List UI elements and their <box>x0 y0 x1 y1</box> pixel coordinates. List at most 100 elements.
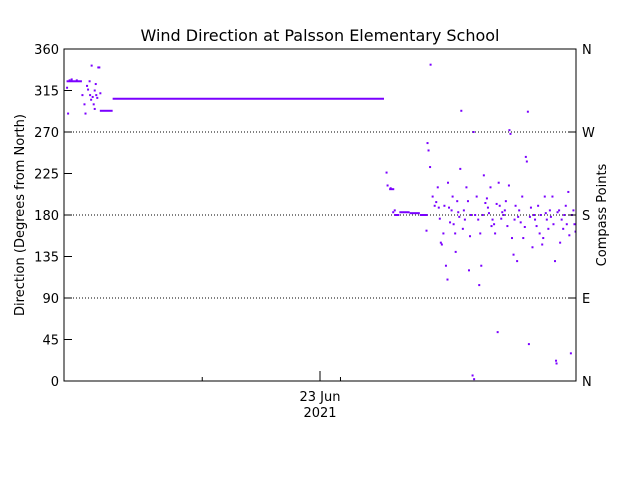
data-point <box>442 232 445 235</box>
data-point <box>535 225 538 228</box>
data-point <box>572 209 575 212</box>
data-point <box>506 225 509 228</box>
data-point <box>537 204 540 207</box>
data-point <box>447 181 449 184</box>
data-point <box>493 223 496 226</box>
data-point <box>84 112 87 115</box>
data-point <box>450 209 453 212</box>
data-point <box>504 200 507 203</box>
data-point <box>81 94 84 97</box>
data-point <box>479 232 482 235</box>
data-point <box>523 225 526 228</box>
data-point <box>431 195 434 198</box>
y-tick-label: 360 <box>34 43 59 58</box>
data-point <box>568 234 571 237</box>
compass-tick-label: E <box>582 292 590 307</box>
data-point <box>531 246 534 249</box>
y-tick-label: 180 <box>34 209 59 224</box>
data-point <box>449 221 452 224</box>
data-point <box>443 204 446 207</box>
data-point <box>472 131 475 133</box>
data-point <box>555 359 558 362</box>
data-point <box>440 243 443 246</box>
data-point <box>519 221 522 224</box>
data-point <box>433 204 436 207</box>
data-point <box>562 227 565 230</box>
y-tick-label: 90 <box>42 292 59 307</box>
data-point <box>569 352 572 355</box>
data-point <box>427 149 430 152</box>
data-point <box>525 160 528 163</box>
data-point <box>439 241 442 244</box>
data-point <box>508 129 511 132</box>
data-point <box>497 181 500 184</box>
data-point <box>426 142 429 145</box>
y-tick-label: 135 <box>34 251 59 266</box>
data-point <box>88 80 91 83</box>
data-point <box>429 63 432 66</box>
data-point <box>435 201 438 204</box>
data-point <box>461 227 464 230</box>
data-point <box>500 217 503 220</box>
data-point <box>533 214 536 216</box>
data-point <box>486 206 489 209</box>
data-point <box>392 211 395 214</box>
data-point <box>67 112 70 115</box>
data-point <box>474 214 477 216</box>
data-point <box>97 66 100 69</box>
data-point <box>462 209 465 212</box>
data-point <box>498 204 501 207</box>
data-point <box>437 206 440 209</box>
data-point <box>548 209 551 212</box>
data-point <box>75 79 78 82</box>
data-point <box>456 200 459 203</box>
data-point <box>518 209 521 212</box>
data-point <box>485 197 488 200</box>
data-point <box>563 214 566 216</box>
data-point <box>467 269 470 272</box>
data-point <box>490 225 493 228</box>
data-point <box>460 109 463 112</box>
data-point <box>95 94 98 97</box>
data-point <box>436 186 439 189</box>
data-point <box>524 155 527 158</box>
data-point <box>448 206 451 209</box>
data-point <box>487 212 490 215</box>
data-point <box>469 235 472 238</box>
data-point <box>425 229 428 232</box>
data-point <box>516 260 519 263</box>
data-point <box>93 107 96 110</box>
chart-title: Wind Direction at Palsson Elementary Sch… <box>141 26 500 45</box>
x-tick-label-date: 23 Jun <box>300 390 341 405</box>
data-point <box>68 79 71 82</box>
y-tick-label: 45 <box>42 334 59 349</box>
data-point <box>475 195 478 198</box>
data-point <box>463 218 466 221</box>
data-point <box>528 215 531 218</box>
data-point <box>91 95 94 98</box>
data-point <box>512 253 515 256</box>
data-point <box>556 211 559 214</box>
data-point <box>526 110 529 113</box>
data-point <box>473 378 476 381</box>
data-point <box>514 204 517 207</box>
data-point <box>496 331 499 334</box>
data-point <box>83 103 86 106</box>
data-point <box>470 214 473 216</box>
data-point <box>438 217 441 220</box>
y-tick-label: 0 <box>51 375 59 390</box>
data-point <box>507 184 510 187</box>
data-point <box>558 209 561 212</box>
data-point <box>551 195 554 198</box>
data-point <box>554 260 557 263</box>
data-point <box>538 232 541 235</box>
data-point <box>389 187 392 190</box>
data-point <box>517 215 520 218</box>
data-point <box>574 230 577 233</box>
data-point <box>429 166 432 169</box>
data-point <box>529 206 532 209</box>
compass-tick-label: N <box>582 43 592 58</box>
data-point <box>93 89 96 92</box>
data-point <box>457 211 460 214</box>
